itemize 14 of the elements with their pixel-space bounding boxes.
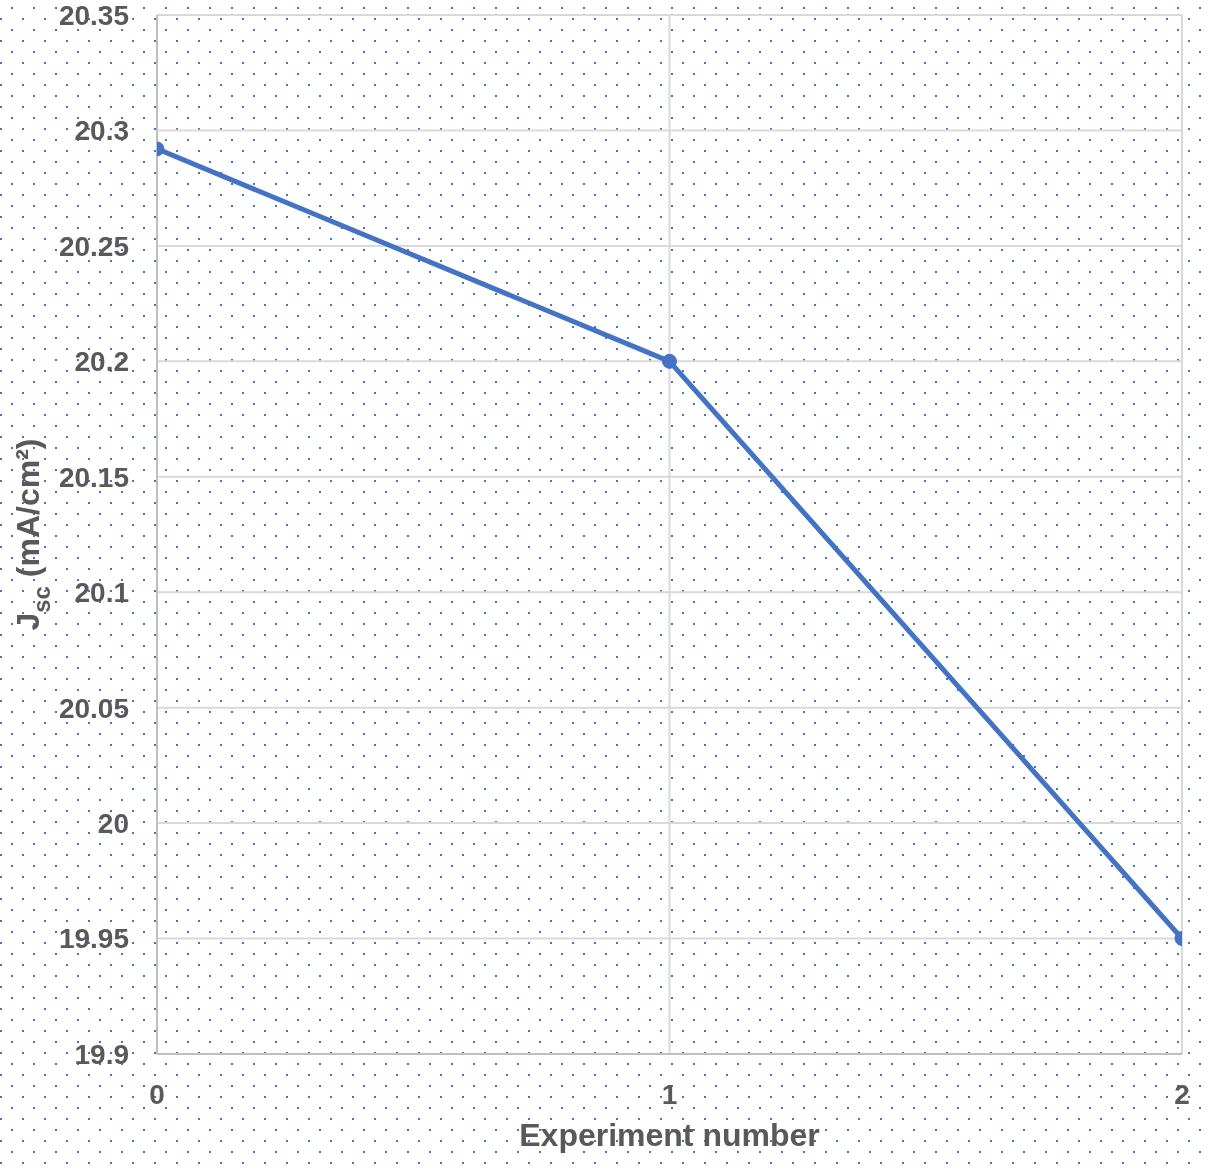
x-tick-label: 2 (1174, 1078, 1190, 1110)
x-axis-title: Experiment number (519, 1117, 820, 1153)
y-tick-label: 20.05 (58, 692, 129, 724)
y-tick-label: 20.2 (74, 346, 129, 378)
y-tick-label: 20.1 (74, 577, 129, 609)
y-tick-label: 19.95 (58, 923, 129, 955)
y-tick-label: 20.35 (58, 0, 129, 31)
y-tick-label: 20 (97, 808, 129, 840)
y-tick-label: 20.25 (58, 230, 129, 262)
x-tick-label: 0 (149, 1078, 165, 1110)
y-tick-label: 19.9 (74, 1038, 129, 1070)
x-tick-label: 1 (661, 1078, 678, 1110)
y-tick-label: 20.3 (74, 115, 129, 147)
y-tick-label: 20.15 (58, 461, 129, 493)
